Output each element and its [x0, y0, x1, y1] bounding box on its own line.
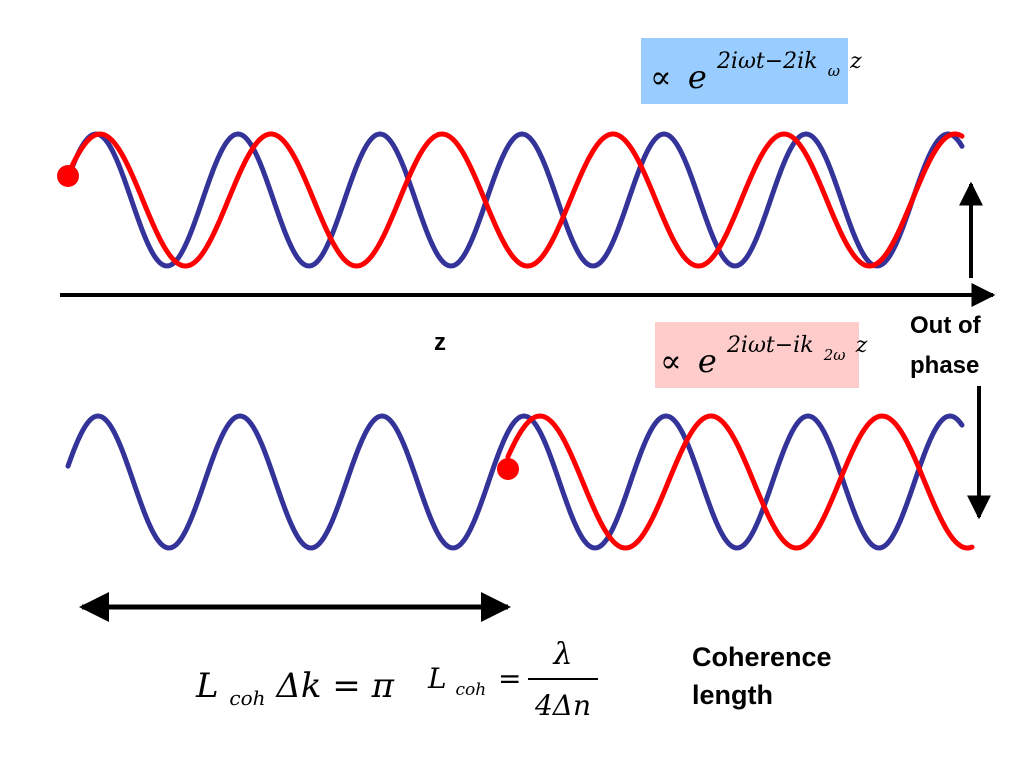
coherence-line-1: Coherence — [692, 642, 832, 672]
svg-text:∝ e 2iωt−ik: ∝ e 2iωt−ik 2ω z — [660, 322, 868, 380]
exp-base: e — [688, 58, 707, 96]
harmonic-phase-formula: ∝ e 2iωt−2ik ω z — [641, 38, 862, 104]
formula-box-blue — [641, 38, 848, 104]
L-subscript: coh — [456, 680, 487, 700]
coherence-length-equation: L coh = λ 4Δn — [427, 637, 598, 722]
coherence-product-equation: L coh Δk = π — [195, 666, 395, 714]
exp-sub: ω — [828, 62, 840, 80]
bottom-start-dot — [497, 458, 519, 480]
fraction-numerator: λ — [552, 637, 572, 672]
bottom-wave-group — [65, 413, 975, 551]
formula-box-pink — [655, 322, 859, 388]
svg-text:∝ e 2iωt−2ik: ∝ e 2iωt−2ik ω z — [650, 38, 862, 96]
top-wave-group — [57, 131, 965, 269]
out-of-phase-line-2: phase — [910, 352, 979, 379]
proportional-symbol: ∝ — [660, 342, 682, 380]
top-harmonic-wave — [65, 131, 965, 269]
coherence-line-2: length — [692, 680, 773, 710]
L-symbol: L — [195, 666, 219, 706]
L-subscript: coh — [229, 686, 265, 710]
equals-sign: = — [498, 662, 521, 695]
exp-base: e — [698, 342, 717, 380]
fraction-denominator: 4Δn — [534, 689, 591, 722]
out-of-phase-line-1: Out of — [910, 312, 982, 339]
top-start-dot — [57, 165, 79, 187]
bottom-fundamental-wave — [65, 413, 965, 551]
exp-sub: 2ω — [823, 346, 846, 364]
L-symbol: L — [427, 662, 447, 695]
fundamental-phase-formula: ∝ e 2iωt−ik 2ω z — [655, 322, 868, 388]
coherence-length-label: Coherence length — [692, 642, 839, 710]
top-fundamental-wave — [65, 131, 965, 269]
exp-tail: z — [855, 333, 868, 358]
equation-rest: Δk = π — [274, 666, 394, 706]
proportional-symbol: ∝ — [650, 58, 672, 96]
exp-main: 2iωt−ik — [726, 333, 814, 358]
svg-text:L coh: L coh — [427, 662, 486, 700]
z-axis-label: z — [434, 329, 446, 356]
out-of-phase-label: Out of phase — [910, 312, 987, 379]
exp-main: 2iωt−2ik — [716, 49, 818, 74]
bottom-harmonic-wave — [505, 413, 975, 551]
exp-tail: z — [849, 49, 862, 74]
